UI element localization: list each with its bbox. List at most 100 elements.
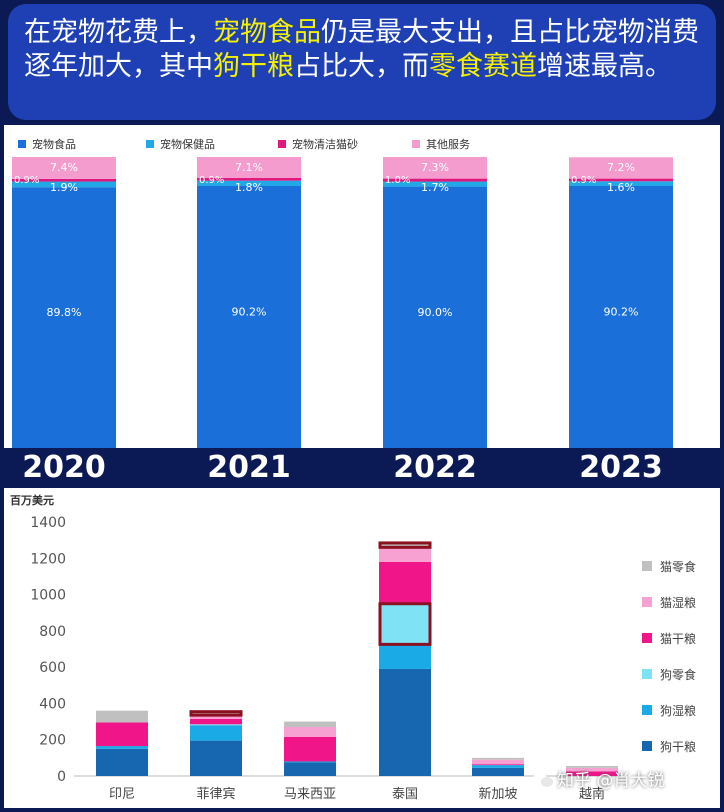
headline-highlight: 狗干粮 xyxy=(213,51,294,82)
data-label: 90.2% xyxy=(604,306,639,319)
bar-segment xyxy=(12,187,116,453)
legend-label: 宠物保健品 xyxy=(160,137,215,151)
bar-segment xyxy=(383,181,487,187)
bar-segment xyxy=(472,757,524,760)
legend-label: 狗干粮 xyxy=(660,739,696,754)
bar-segment xyxy=(284,761,336,763)
x-tick-label: 新加坡 xyxy=(478,786,517,802)
legend-swatch xyxy=(642,597,652,607)
y-tick-label: 200 xyxy=(39,733,66,749)
headline-segment: 占比大，而 xyxy=(294,51,429,82)
headline-text: 在宠物花费上，宠物食品仍是最大支出，且占比宠物消费逐年加大，其中狗干粮占比大，而… xyxy=(24,16,700,84)
data-label: 1.9% xyxy=(50,181,78,194)
bar-segment xyxy=(569,181,673,187)
highlight-box xyxy=(189,710,243,717)
bar-segment xyxy=(569,186,673,453)
bar-segment xyxy=(569,157,673,179)
bar-segment xyxy=(12,181,116,188)
legend-swatch xyxy=(146,140,154,148)
watermark: 知乎 @肖大锐 xyxy=(532,766,664,791)
bar-segment xyxy=(379,645,431,669)
highlight-box xyxy=(378,602,432,646)
bar-segment xyxy=(190,710,242,717)
wechat-logo-icon xyxy=(533,773,553,787)
headline-highlight: 零食赛道 xyxy=(429,51,537,82)
year-axis-label: 2020 xyxy=(22,450,106,485)
headline-segment: 在宠物花费上， xyxy=(24,17,213,48)
bar-segment xyxy=(284,721,336,728)
data-label: 90.0% xyxy=(418,306,453,319)
bar-segment xyxy=(190,718,242,725)
bar-segment xyxy=(284,736,336,762)
headline-banner: 在宠物花费上，宠物食品仍是最大支出，且占比宠物消费逐年加大，其中狗干粮占比大，而… xyxy=(8,4,716,120)
legend-label: 宠物清洁猫砂 xyxy=(292,137,358,151)
bar-segment xyxy=(96,748,148,776)
legend-swatch xyxy=(412,140,420,148)
legend-label: 其他服务 xyxy=(426,138,470,151)
bar-segment xyxy=(197,186,301,453)
chart-sea-market: 百万美元 0 200 400 600 800 1000 1200 1400 印尼 菲律宾 马来西亚 泰国… xyxy=(10,493,696,802)
bar-segment xyxy=(197,157,301,179)
data-label: 7.4% xyxy=(50,161,78,174)
bar-segment xyxy=(472,759,524,765)
bar-segment xyxy=(383,186,487,453)
year-axis-label: 2023 xyxy=(579,450,663,485)
year-axis-bar: 2020 2021 2022 2023 xyxy=(0,448,724,488)
legend-label: 狗零食 xyxy=(660,667,696,682)
bar-segment xyxy=(379,561,431,603)
legend-swatch xyxy=(18,140,26,148)
bar-segment xyxy=(379,602,431,646)
data-label: 7.3% xyxy=(421,161,449,174)
bar-segment xyxy=(284,762,336,776)
x-tick-label: 马来西亚 xyxy=(284,787,336,802)
data-label: 89.8% xyxy=(47,306,82,319)
x-tick-label: 印尼 xyxy=(109,787,135,802)
bar-segment xyxy=(96,722,148,747)
bar-segment xyxy=(383,178,487,182)
data-label: 1.8% xyxy=(235,181,263,194)
x-tick-label: 菲律宾 xyxy=(196,786,235,802)
bar-segment xyxy=(379,548,431,562)
legend-swatch xyxy=(278,140,286,148)
data-label: 1.0% xyxy=(385,175,410,186)
bar-segment xyxy=(379,541,431,549)
y-tick-label: 600 xyxy=(39,660,66,676)
data-label: 1.6% xyxy=(607,181,635,194)
data-label: 1.7% xyxy=(421,181,449,194)
x-tick-label: 泰国 xyxy=(392,787,418,802)
bar-segment xyxy=(190,724,242,726)
legend-swatch xyxy=(642,633,652,643)
legend-label: 猫湿粮 xyxy=(660,595,696,610)
bar-segment xyxy=(379,668,431,776)
bar-segment xyxy=(566,766,618,768)
y-tick-label: 1200 xyxy=(30,551,66,567)
y-tick-label: 1000 xyxy=(30,588,66,604)
headline-segment: 仍是最大支出，且占比宠物消费逐年加大，其中 xyxy=(24,17,699,82)
headline-segment: 增速最高。 xyxy=(537,51,672,82)
bar-segment xyxy=(197,178,301,181)
bar-segment xyxy=(472,765,524,768)
chart-spend-share-panel: 宠物食品 宠物保健品 宠物清洁猫砂 其他服务 89.8% 7.4% 0.9% 1.9% 90.2… xyxy=(4,125,720,453)
legend-label: 狗湿粮 xyxy=(660,703,696,718)
y-tick-label: 400 xyxy=(39,696,66,712)
bar-segment xyxy=(472,767,524,776)
x-tick-label: 越南 xyxy=(579,786,605,802)
legend-label: 猫干粮 xyxy=(660,631,696,646)
bar-segment xyxy=(472,764,524,766)
data-label: 0.9% xyxy=(571,175,596,186)
chart-sea-market-panel: 百万美元 0 200 400 600 800 1000 1200 1400 印尼 菲律宾 马来西亚 泰国… xyxy=(4,488,720,808)
y-tick-label: 0 xyxy=(57,769,66,785)
highlight-box xyxy=(378,541,432,549)
legend-swatch xyxy=(642,741,652,751)
legend-label: 宠物食品 xyxy=(32,137,76,151)
y-tick-label: 800 xyxy=(39,624,66,640)
year-axis-label: 2021 xyxy=(207,450,291,485)
chart-spend-share: 宠物食品 宠物保健品 宠物清洁猫砂 其他服务 89.8% 7.4% 0.9% 1.9% 90.2… xyxy=(12,137,673,453)
legend-swatch xyxy=(642,705,652,715)
headline-highlight: 宠物食品 xyxy=(213,17,321,48)
bar-segment xyxy=(96,746,148,749)
bar-segment xyxy=(383,157,487,179)
data-label: 7.1% xyxy=(235,161,263,174)
data-label: 7.2% xyxy=(607,161,635,174)
data-label: 0.9% xyxy=(199,175,224,186)
